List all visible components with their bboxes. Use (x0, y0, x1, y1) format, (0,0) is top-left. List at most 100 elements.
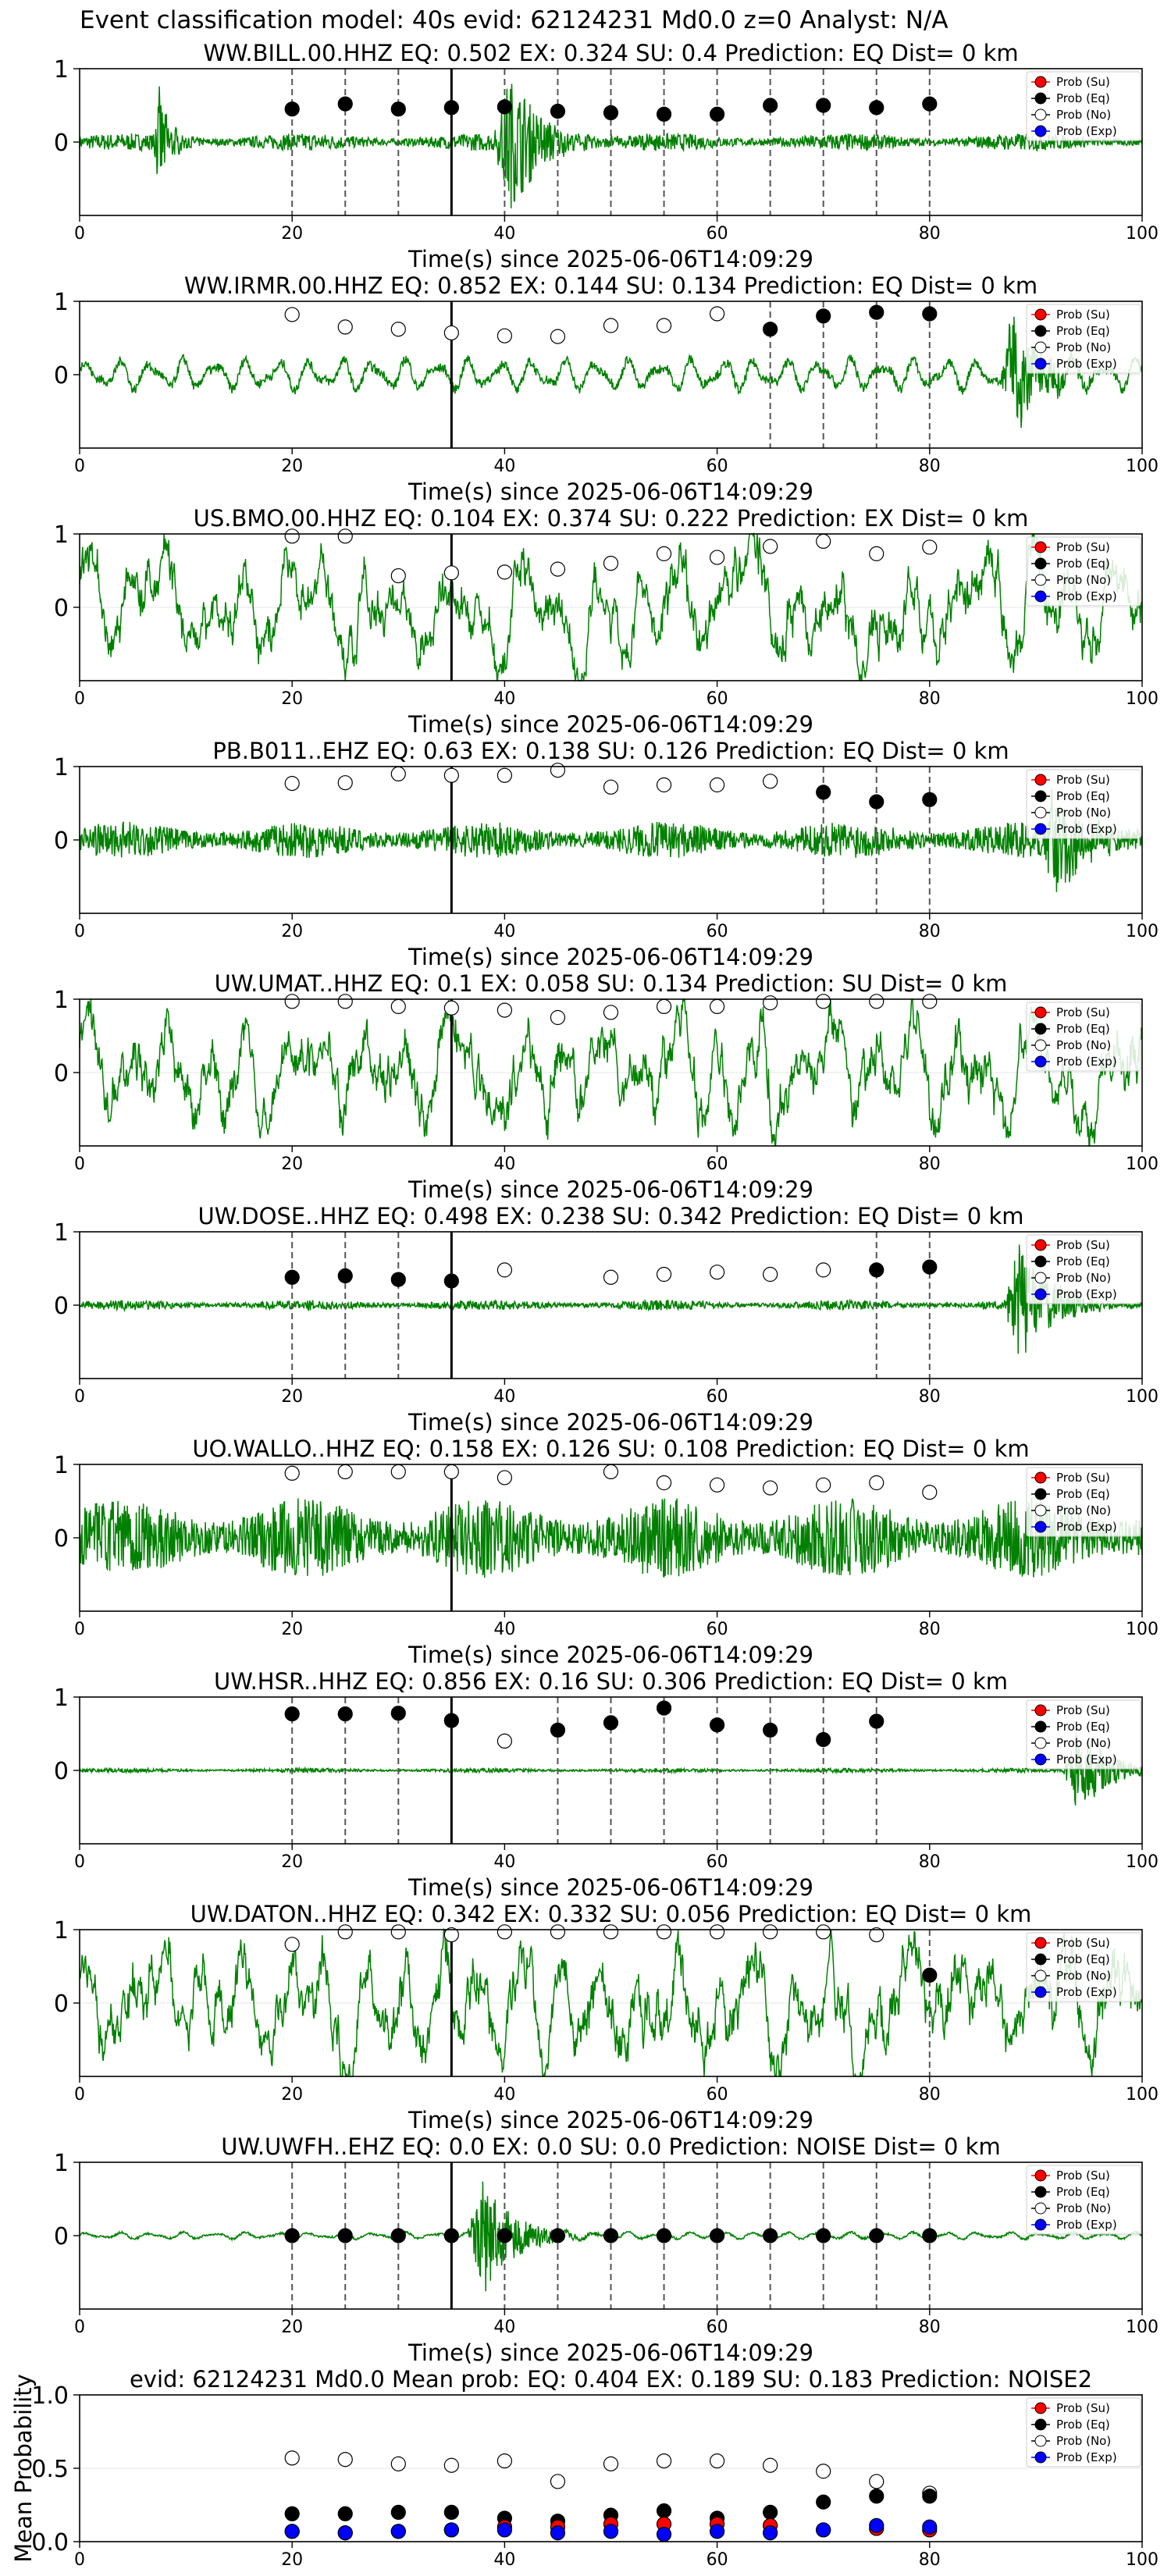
subplot-9: UW.UWFH..EHZ EQ: 0.0 EX: 0.0 SU: 0.0 Pre… (54, 2133, 1159, 2366)
legend-box-7 (1026, 1699, 1141, 1770)
prob-point-eq (922, 96, 938, 112)
point-eq (443, 2504, 459, 2520)
legend-marker-eq (1034, 790, 1047, 802)
prob-point-no (337, 1464, 353, 1480)
prob-point-eq (390, 2228, 406, 2243)
x-tick-label: 40 (493, 1155, 515, 1174)
legend-marker-su (1034, 541, 1047, 553)
x-tick-label: 40 (493, 457, 515, 476)
legend-label-no: Prob (No) (1056, 108, 1111, 122)
prob-point-no (337, 775, 353, 791)
legend-marker-su (1034, 308, 1047, 321)
legend-marker-su (1034, 2402, 1047, 2414)
x-axis-label: Time(s) since 2025-06-06T14:09:29 (408, 1642, 813, 1668)
legend-box-10 (1026, 2397, 1141, 2467)
point-no (443, 2457, 459, 2473)
x-tick-label: 40 (493, 224, 515, 244)
prob-point-no (337, 528, 353, 544)
waveform-trace (79, 998, 1143, 1147)
x-axis-label: Time(s) since 2025-06-06T14:09:29 (408, 711, 813, 738)
point-no (763, 2457, 778, 2473)
x-tick-label: 60 (707, 1387, 728, 1407)
prob-point-eq (656, 106, 672, 122)
prob-point-eq (922, 1967, 938, 1983)
prob-point-no (603, 779, 619, 795)
x-axis-label: Time(s) since 2025-06-06T14:09:29 (408, 2339, 813, 2366)
prob-point-eq (443, 1273, 459, 1289)
prob-point-no (656, 1266, 672, 1283)
subplot-title: UW.UWFH..EHZ EQ: 0.0 EX: 0.0 SU: 0.0 Pre… (221, 2133, 1000, 2160)
prob-point-no (603, 1269, 619, 1285)
legend-marker-eq (1034, 2186, 1047, 2198)
legend-marker-no (1034, 574, 1047, 586)
point-exp (709, 2524, 725, 2539)
prob-point-eq (656, 1700, 672, 1716)
waveform-trace (79, 1927, 1143, 2078)
legend-label-no: Prob (No) (1056, 1038, 1111, 1052)
legend-label-no: Prob (No) (1056, 2201, 1111, 2215)
legend-label-eq: Prob (Eq) (1056, 1254, 1110, 1268)
x-axis-label: Time(s) since 2025-06-06T14:09:29 (408, 246, 813, 272)
prob-point-no (922, 539, 938, 555)
prob-point-no (390, 1464, 406, 1480)
prob-point-no (443, 1464, 459, 1480)
legend-label-su: Prob (Su) (1056, 2169, 1110, 2183)
point-no (337, 2452, 353, 2467)
x-tick-label: 40 (493, 1852, 515, 1872)
x-tick-label: 0 (74, 1155, 85, 1174)
prob-point-no (497, 1733, 513, 1749)
legend-label-eq: Prob (Eq) (1056, 324, 1110, 338)
prob-point-no (763, 995, 778, 1011)
prob-point-no (337, 319, 353, 335)
prob-point-eq (337, 2228, 353, 2243)
prob-point-no (816, 1924, 831, 1940)
point-exp (763, 2525, 778, 2541)
y-tick-label: 1 (54, 1685, 69, 1712)
legend-label-no: Prob (No) (1056, 1736, 1111, 1750)
prob-point-no (443, 1927, 459, 1943)
legend-marker-exp (1034, 2451, 1047, 2464)
prob-point-eq (443, 2228, 459, 2243)
subplot-title: UW.HSR..HHZ EQ: 0.856 EX: 0.16 SU: 0.306… (214, 1668, 1008, 1695)
x-tick-label: 0 (74, 689, 85, 709)
point-no (390, 2456, 406, 2471)
legend-label-eq: Prob (Eq) (1056, 557, 1110, 571)
prob-point-no (497, 767, 513, 783)
prob-point-no (763, 1266, 778, 1283)
legend-label-eq: Prob (Eq) (1056, 1952, 1110, 1966)
subplot-1: WW.IRMR.00.HHZ EQ: 0.852 EX: 0.144 SU: 0… (54, 272, 1159, 505)
x-tick-label: 60 (707, 922, 728, 941)
legend-label-su: Prob (Su) (1056, 1703, 1110, 1717)
legend-marker-exp (1034, 1753, 1047, 1766)
legend-label-eq: Prob (Eq) (1056, 91, 1110, 105)
prob-point-no (816, 994, 831, 1009)
prob-point-no (869, 1927, 884, 1943)
prob-point-eq (497, 99, 513, 115)
y-tick-label: 0 (54, 1293, 69, 1320)
x-tick-label: 0 (74, 2318, 85, 2337)
prob-point-no (763, 1924, 778, 1940)
legend-label-exp: Prob (Exp) (1056, 1520, 1117, 1534)
prob-point-no (816, 1477, 831, 1493)
x-tick-label: 20 (281, 2550, 303, 2570)
legend-marker-no (1034, 1504, 1047, 1517)
prob-point-no (497, 1002, 513, 1018)
prob-point-no (709, 1265, 725, 1280)
y-tick-label: 1 (54, 1917, 69, 1944)
prob-point-eq (869, 100, 884, 116)
subplot-10: evid: 62124231 Md0.0 Mean prob: EQ: 0.40… (10, 2366, 1159, 2570)
x-axis-label: Time(s) since 2025-06-06T14:09:29 (408, 1409, 813, 1436)
legend-marker-su (1034, 1471, 1047, 1484)
x-tick-label: 80 (919, 1852, 941, 1872)
x-tick-label: 100 (1126, 1852, 1159, 1872)
prob-point-eq (284, 101, 300, 117)
prob-point-eq (443, 100, 459, 116)
point-eq (816, 2494, 831, 2510)
x-tick-label: 20 (281, 224, 303, 244)
legend-label-eq: Prob (Eq) (1056, 2418, 1110, 2432)
prob-point-eq (869, 1713, 884, 1729)
y-tick-label: 0 (54, 595, 69, 622)
x-tick-label: 20 (281, 2085, 303, 2105)
x-tick-label: 100 (1126, 2550, 1159, 2570)
x-tick-label: 60 (707, 1155, 728, 1174)
